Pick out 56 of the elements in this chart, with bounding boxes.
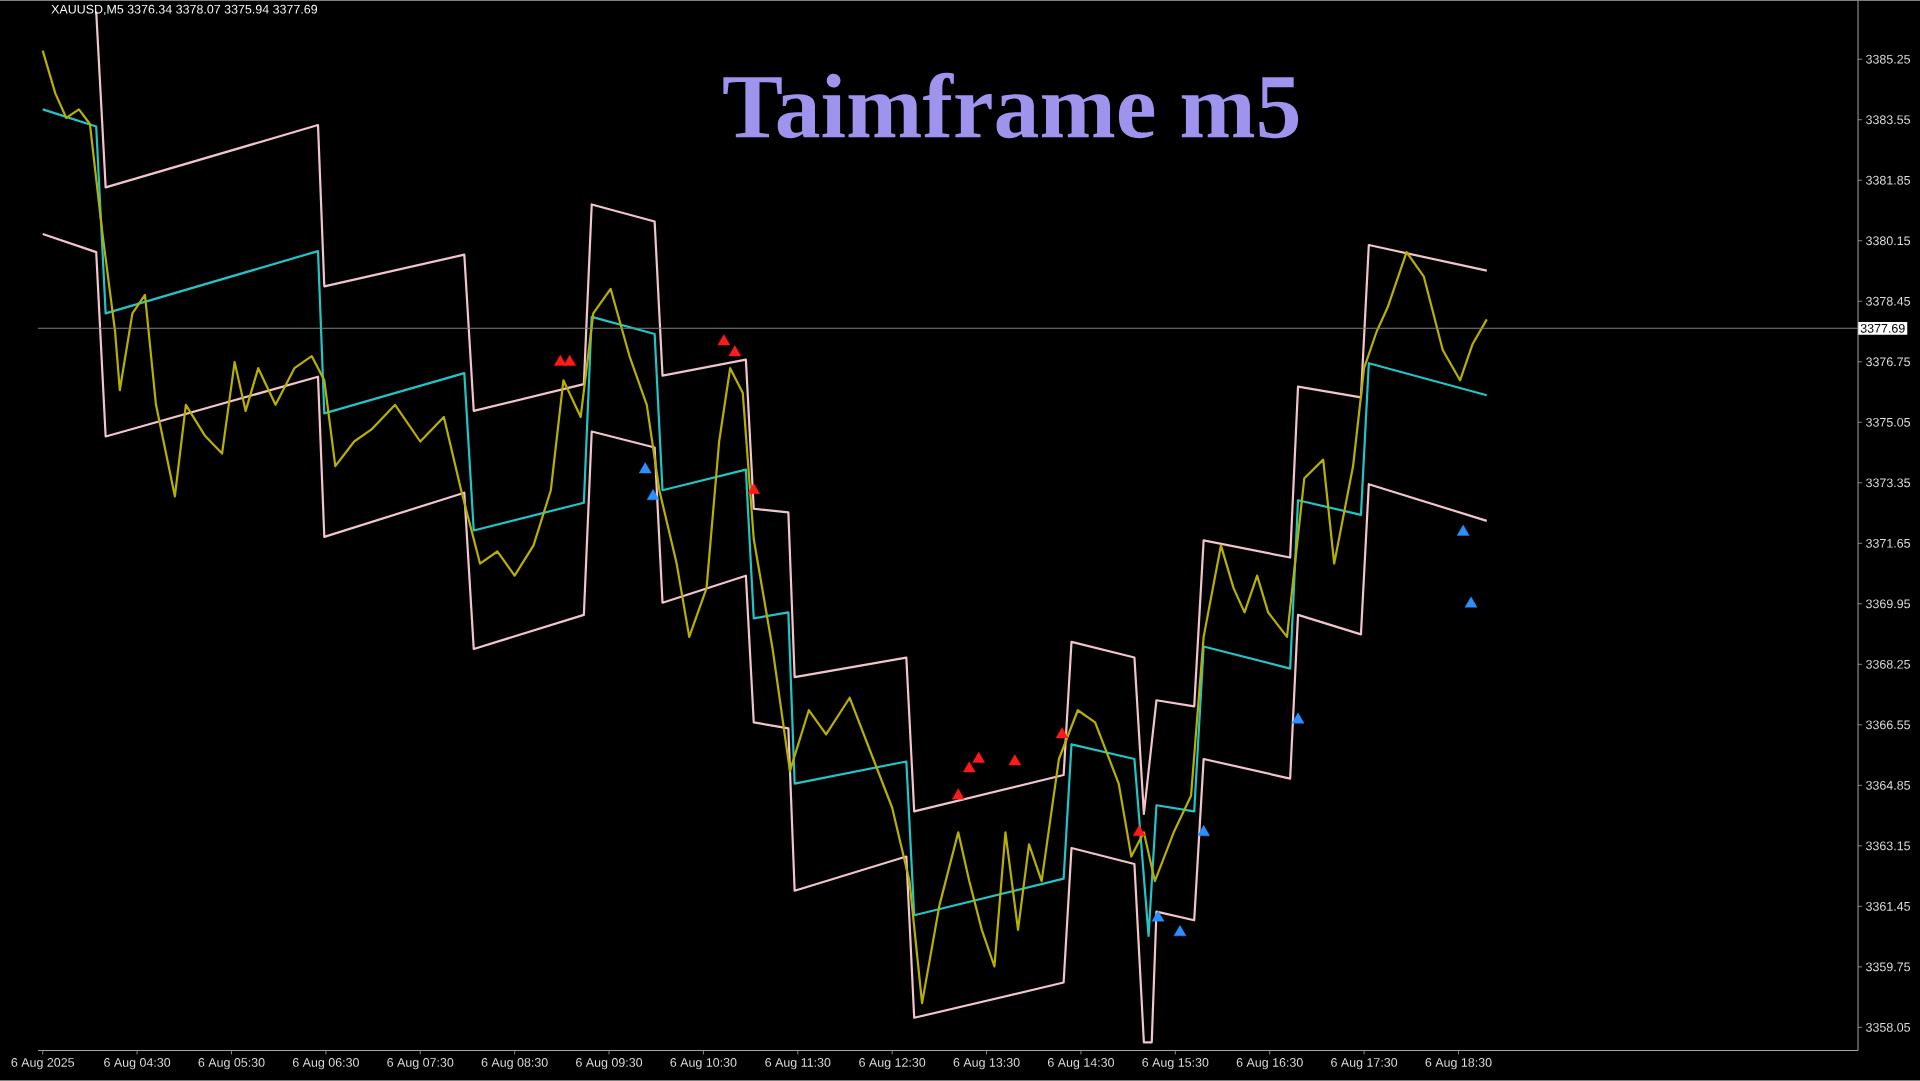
y-tick-label: 3381.85 <box>1866 176 1911 185</box>
y-tick-label: 3375.05 <box>1866 418 1911 427</box>
point <box>563 355 576 367</box>
x-tick-label: 6 Aug 16:30 <box>1236 1058 1303 1070</box>
x-tick-label: 6 Aug 07:30 <box>387 1058 454 1070</box>
y-tick-label: 3366.55 <box>1866 720 1911 730</box>
ref-line-label: 3377.69 <box>1860 324 1905 333</box>
x-tick-label: 6 Aug 05:30 <box>198 1058 265 1070</box>
x-tick-label: 6 Aug 12:30 <box>859 1058 926 1070</box>
point <box>747 483 761 495</box>
x-tick-label: 6 Aug 2025 <box>11 1058 75 1070</box>
point <box>1464 596 1478 608</box>
y-tick-label: 3364.85 <box>1866 781 1911 790</box>
y-tick-label: 3371.65 <box>1866 539 1911 548</box>
x-tick-label: 6 Aug 11:30 <box>765 1058 831 1070</box>
point <box>972 752 985 763</box>
point <box>717 334 731 346</box>
point <box>1055 727 1069 739</box>
y-tick-label: 3358.05 <box>1866 1023 1911 1033</box>
point <box>1008 754 1022 766</box>
line-series <box>41 233 1488 1044</box>
point <box>951 788 965 800</box>
y-tick-label: 3373.35 <box>1866 478 1911 488</box>
x-tick-label: 6 Aug 10:30 <box>670 1058 737 1070</box>
point <box>728 345 742 357</box>
y-tick-label: 3385.25 <box>1866 55 1911 64</box>
y-tick-label: 3380.15 <box>1866 236 1911 246</box>
point <box>962 761 976 773</box>
point <box>1132 825 1146 837</box>
x-tick-label: 6 Aug 08:30 <box>481 1058 548 1070</box>
y-tick-label: 3378.45 <box>1866 297 1911 306</box>
y-tick-label: 3363.15 <box>1866 841 1911 851</box>
point <box>1456 524 1470 536</box>
point <box>1291 712 1305 724</box>
point <box>554 355 567 367</box>
x-tick-label: 6 Aug 06:30 <box>292 1058 359 1070</box>
y-tick-label: 3383.55 <box>1866 115 1911 125</box>
text: Taimframe m5 <box>723 73 1299 139</box>
point <box>1151 910 1165 922</box>
x-tick-label: 6 Aug 09:30 <box>576 1058 643 1070</box>
y-tick-label: 3369.95 <box>1866 599 1911 609</box>
point <box>646 489 660 501</box>
x-tick-label: 6 Aug 18:30 <box>1425 1058 1492 1070</box>
point <box>638 462 652 474</box>
x-tick-label: 6 Aug 17:30 <box>1331 1058 1398 1070</box>
x-tick-label: 6 Aug 15:30 <box>1142 1058 1209 1070</box>
y-tick-label: 3376.75 <box>1866 357 1911 367</box>
x-tick-label: 6 Aug 04:30 <box>104 1058 171 1070</box>
x-tick-label: 6 Aug 14:30 <box>1047 1058 1115 1070</box>
point <box>1197 825 1210 837</box>
annotation: XAUUSD,M5 3376.34 3378.07 3375.94 3377.69 <box>51 5 318 16</box>
x-tick-label: 6 Aug 13:30 <box>953 1058 1020 1070</box>
y-tick-label: 3368.25 <box>1866 660 1911 669</box>
point <box>1173 925 1187 937</box>
y-tick-label: 3359.75 <box>1866 962 1911 972</box>
y-tick-label: 3361.45 <box>1866 902 1911 912</box>
